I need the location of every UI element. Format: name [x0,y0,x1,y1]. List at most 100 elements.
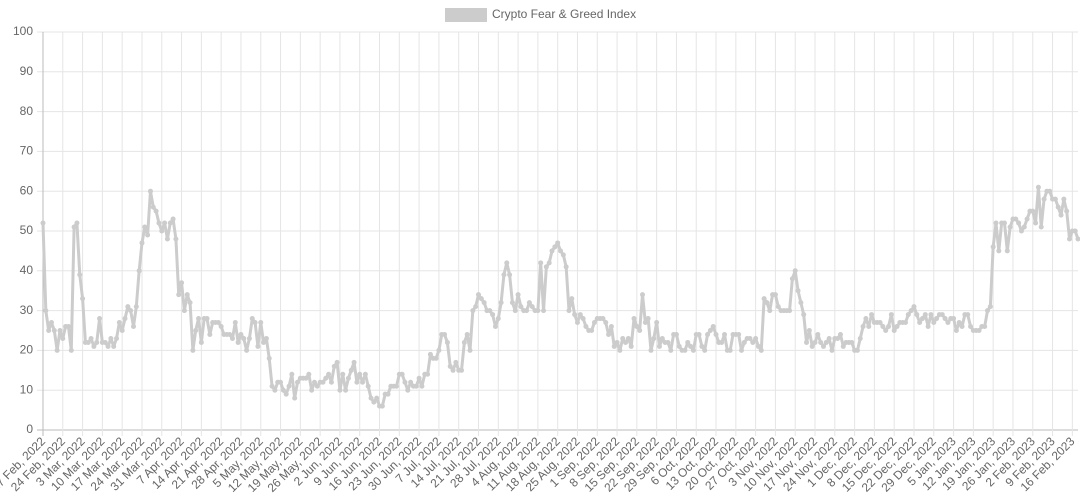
data-point [925,324,931,330]
data-point [908,308,914,314]
data-point [990,244,996,250]
data-point [266,355,272,361]
data-point [1016,220,1022,226]
data-point [690,347,696,353]
data-point [453,359,459,365]
data-point [286,383,292,389]
data-point [603,320,609,326]
data-point [996,248,1002,254]
data-point [334,359,340,365]
data-point [320,379,326,385]
data-point [591,320,597,326]
data-point [538,260,544,266]
data-point [747,335,753,341]
data-point [495,316,501,322]
data-point [490,312,496,318]
data-point [57,328,63,333]
data-point [860,324,866,330]
data-point [473,304,479,310]
data-point [574,320,580,326]
data-point [408,379,414,385]
data-point [365,383,371,389]
data-point [710,324,716,330]
data-point [91,343,97,349]
data-point [736,331,742,337]
data-point [572,312,578,318]
y-tick-label: 80 [20,104,34,118]
data-point [46,328,52,333]
data-point [362,371,368,377]
data-point [343,387,349,393]
data-point [685,339,691,345]
data-point [789,276,795,282]
data-point [529,304,535,310]
data-point [524,308,530,314]
data-point [600,316,606,322]
data-point [478,296,484,302]
data-point [829,347,835,353]
data-point [337,387,343,393]
data-point [393,383,399,389]
data-point [640,292,646,298]
data-point [419,383,425,389]
data-point [993,220,999,226]
data-point [656,343,662,349]
data-point [133,304,139,310]
data-point [261,339,267,345]
data-point [48,320,54,326]
data-point [812,339,818,345]
data-point [111,343,117,349]
data-point [1021,224,1027,230]
data-point [541,308,547,314]
data-point [196,316,202,322]
data-point [258,320,264,326]
data-point [130,324,136,330]
data-point [648,347,654,353]
data-point [614,339,620,345]
data-point [314,383,320,389]
data-point [804,339,810,345]
data-point [427,351,433,357]
data-point [425,371,431,377]
y-tick-label: 40 [20,263,34,277]
data-point [919,316,925,322]
data-point [71,224,77,230]
data-point [886,324,892,330]
data-point [385,391,391,397]
data-point [379,403,385,409]
data-point [820,343,826,349]
data-point [413,383,419,389]
data-point [637,328,643,333]
data-point [348,367,354,373]
data-point [668,347,674,353]
data-point [444,339,450,345]
data-point [280,387,286,393]
data-point [577,312,583,318]
data-point [911,304,917,310]
data-point [74,220,80,226]
data-point [866,324,872,330]
data-point [953,328,959,333]
data-point [566,308,572,314]
data-point [481,300,487,306]
data-point [306,371,312,377]
data-point [436,347,442,353]
data-point [215,320,221,326]
data-point [560,252,566,258]
data-point [162,220,168,226]
data-point [914,312,920,318]
data-point [1041,196,1047,202]
data-point [128,308,134,314]
data-point [1075,236,1080,242]
data-point [905,312,911,318]
data-point [164,236,170,242]
data-point [492,324,498,330]
data-point [931,320,937,326]
y-tick-label: 90 [20,64,34,78]
data-point [283,391,289,397]
data-point [849,339,855,345]
data-point [549,248,555,254]
data-point [43,308,49,314]
data-point [569,296,575,302]
data-point [801,312,807,318]
